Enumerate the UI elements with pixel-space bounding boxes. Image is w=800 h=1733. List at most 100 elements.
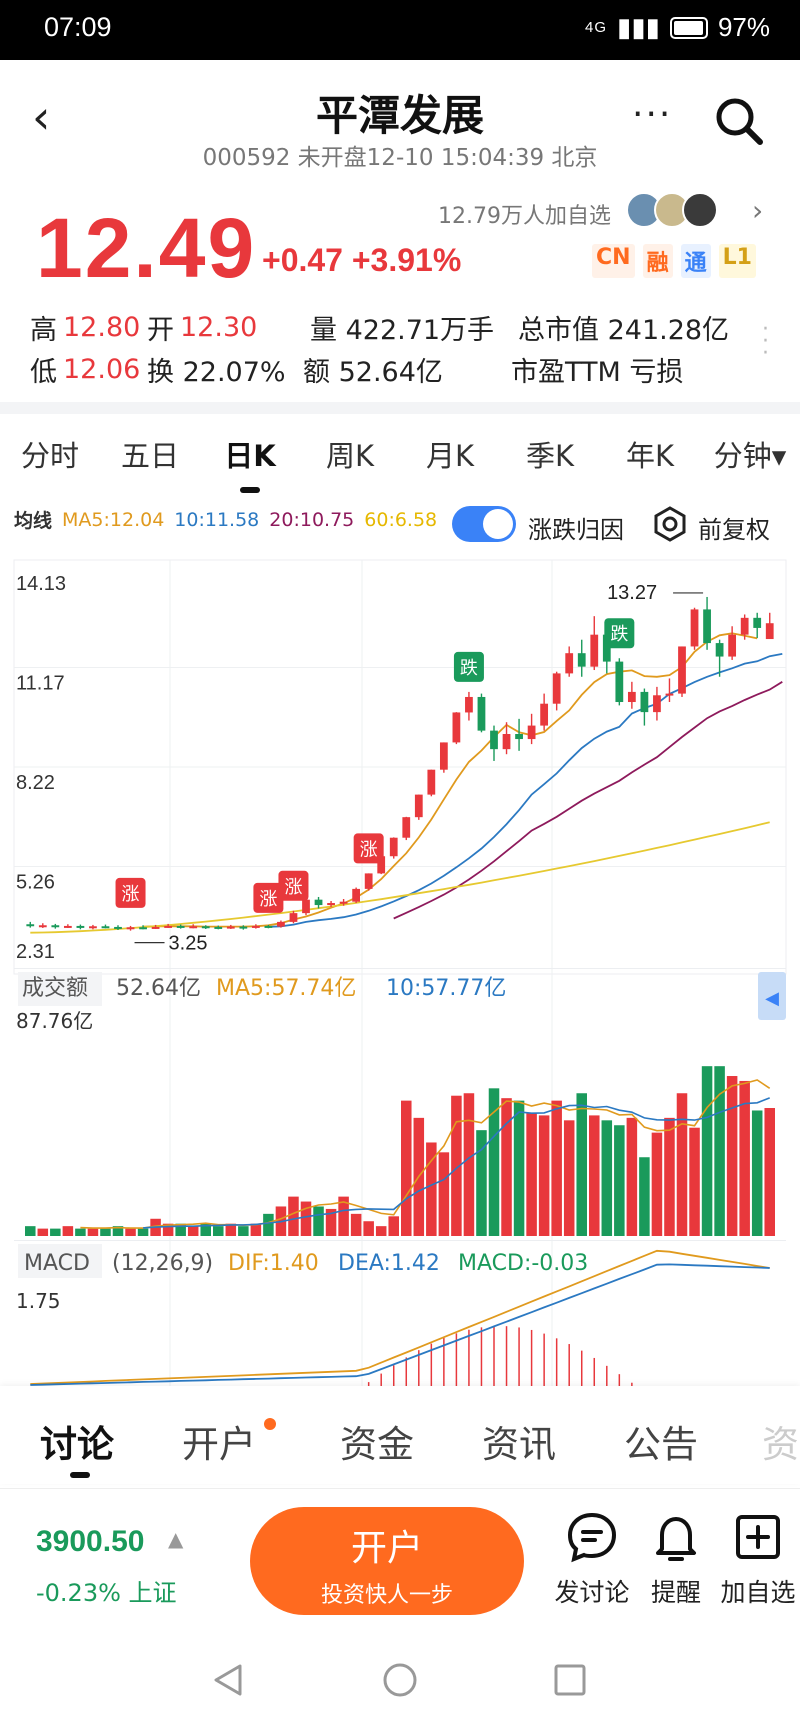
candle[interactable] <box>765 623 774 640</box>
volume-bar[interactable] <box>100 1228 111 1236</box>
candle[interactable] <box>452 712 461 743</box>
volume-bar[interactable] <box>112 1226 124 1236</box>
reason-badge[interactable] <box>115 877 146 908</box>
candle[interactable] <box>602 634 611 662</box>
volume-bar[interactable] <box>350 1213 362 1236</box>
post-discussion-button[interactable]: 发讨论 <box>544 1509 640 1609</box>
volume-bar[interactable] <box>300 1201 312 1236</box>
volume-bar[interactable] <box>751 1110 763 1236</box>
volume-bar[interactable] <box>25 1226 36 1236</box>
volume-bar[interactable] <box>313 1206 324 1236</box>
candle[interactable] <box>577 653 586 667</box>
candle[interactable] <box>690 609 699 647</box>
volume-bar[interactable] <box>551 1100 562 1236</box>
candle[interactable] <box>63 925 72 928</box>
reason-badge[interactable] <box>253 882 284 913</box>
candle[interactable] <box>164 925 173 928</box>
candle[interactable] <box>38 925 47 928</box>
kline-chart[interactable]: 14.1311.178.225.262.3113.273.25 涨涨涨涨跌跌 成… <box>0 552 800 1386</box>
volume-bar[interactable] <box>375 1226 387 1236</box>
nav-recents-icon[interactable] <box>552 1662 588 1698</box>
candle[interactable] <box>703 609 711 644</box>
open-account-button[interactable]: 开户 投资快人一步 <box>250 1507 524 1615</box>
volume-bar[interactable] <box>739 1080 750 1236</box>
volume-bar[interactable] <box>37 1228 49 1236</box>
volume-bar[interactable] <box>263 1213 274 1236</box>
candle[interactable] <box>477 696 486 731</box>
candle[interactable] <box>665 693 674 696</box>
candle[interactable] <box>226 926 235 929</box>
reason-badge[interactable] <box>453 651 484 682</box>
volume-bar[interactable] <box>639 1157 650 1236</box>
settings-icon[interactable] <box>652 506 688 542</box>
candle[interactable] <box>201 926 210 929</box>
volume-bar[interactable] <box>689 1127 700 1236</box>
candle[interactable] <box>314 899 323 906</box>
volume-bar[interactable] <box>501 1098 512 1236</box>
candle[interactable] <box>515 734 523 740</box>
volume-bar[interactable] <box>363 1221 374 1236</box>
candle[interactable] <box>214 926 223 929</box>
tab-quarterly-k[interactable]: 季K <box>525 439 575 473</box>
volume-bar[interactable] <box>563 1120 575 1236</box>
candle[interactable] <box>640 691 649 713</box>
candle[interactable] <box>364 873 373 889</box>
candle[interactable] <box>502 734 511 750</box>
volume-bar[interactable] <box>676 1093 688 1236</box>
candle[interactable] <box>389 837 398 857</box>
volume-bar[interactable] <box>726 1076 738 1236</box>
candle[interactable] <box>339 901 348 904</box>
candle[interactable] <box>277 921 285 927</box>
volume-bar[interactable] <box>476 1130 487 1236</box>
candle[interactable] <box>126 927 135 930</box>
volume-bar[interactable] <box>75 1228 86 1236</box>
tab-announcements[interactable]: 公告 <box>624 1423 698 1466</box>
volume-bar[interactable] <box>488 1088 500 1236</box>
reason-badge[interactable] <box>278 870 309 901</box>
volume-bar[interactable] <box>451 1095 462 1236</box>
volume-bar[interactable] <box>576 1093 587 1236</box>
candle[interactable] <box>189 926 198 929</box>
candle[interactable] <box>414 794 423 818</box>
candle[interactable] <box>678 646 686 694</box>
candle[interactable] <box>289 913 298 922</box>
search-icon[interactable] <box>712 94 766 148</box>
candle[interactable] <box>552 673 561 704</box>
reason-toggle[interactable] <box>452 506 516 542</box>
volume-bar[interactable] <box>764 1108 775 1236</box>
tab-minute[interactable]: 分钟▾ <box>713 439 787 473</box>
candle[interactable] <box>89 926 97 929</box>
reason-badge[interactable] <box>353 833 384 864</box>
candle[interactable] <box>176 925 185 928</box>
candle[interactable] <box>540 703 549 726</box>
volume-bar[interactable] <box>426 1142 437 1236</box>
candle[interactable] <box>490 730 498 750</box>
candle[interactable] <box>76 925 85 928</box>
candle[interactable] <box>527 725 536 740</box>
tab-more[interactable]: 资 <box>762 1423 799 1466</box>
volume-bar[interactable] <box>238 1226 249 1236</box>
volume-bar[interactable] <box>388 1216 399 1236</box>
tab-funds[interactable]: 资金 <box>340 1423 414 1466</box>
candle[interactable] <box>264 925 273 928</box>
candle[interactable] <box>114 926 122 929</box>
candle[interactable] <box>352 888 361 902</box>
volume-bar[interactable] <box>288 1196 299 1236</box>
candle[interactable] <box>402 817 411 838</box>
candle[interactable] <box>239 926 248 929</box>
tab-weekly-k[interactable]: 周K <box>325 439 375 473</box>
volume-bar[interactable] <box>438 1152 450 1236</box>
candle[interactable] <box>327 903 335 906</box>
candle[interactable] <box>427 769 436 795</box>
candle[interactable] <box>615 661 624 703</box>
volume-bar[interactable] <box>50 1228 61 1236</box>
volume-bar[interactable] <box>162 1223 174 1236</box>
candle[interactable] <box>728 634 737 657</box>
candle[interactable] <box>101 926 110 929</box>
volume-bar[interactable] <box>225 1223 237 1236</box>
tab-yearly-k[interactable]: 年K <box>625 439 675 473</box>
volume-bar[interactable] <box>175 1223 186 1236</box>
tab-daily-k[interactable]: 日K <box>200 433 300 493</box>
candle[interactable] <box>151 926 160 929</box>
adjust-label[interactable]: 前复权 <box>698 516 770 544</box>
